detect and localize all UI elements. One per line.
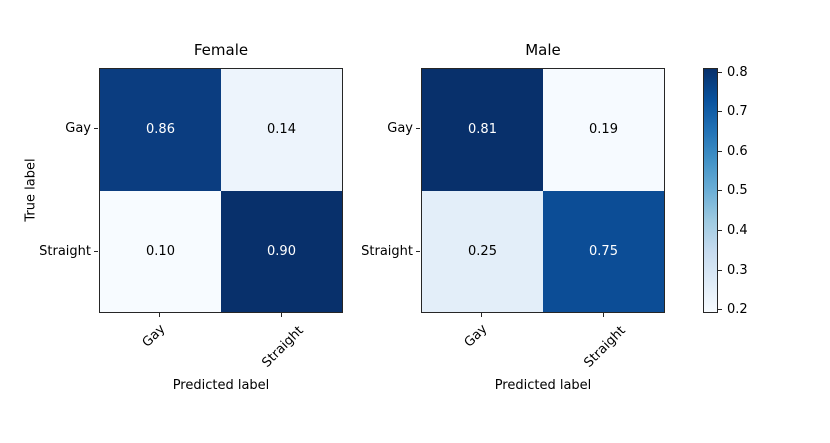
cell-value: 0.75 <box>589 243 618 259</box>
tick-mark <box>603 313 604 317</box>
x-tick-label: Straight <box>581 323 629 371</box>
colorbar-gradient <box>703 68 718 313</box>
panel-male: Male 0.81 0.19 0.25 0.75 Gay Straight Ga… <box>361 0 665 443</box>
cell-value: 0.14 <box>267 122 296 138</box>
chart-title-male: Male <box>525 41 561 59</box>
tick-mark <box>718 72 722 73</box>
colorbar-tick-label: 0.5 <box>727 183 748 198</box>
cell-value: 0.10 <box>146 243 175 259</box>
cell-value: 0.81 <box>468 122 497 138</box>
x-axis-label: Predicted label <box>494 378 592 393</box>
tick-mark <box>416 128 420 129</box>
heatmap-cell: 0.81 <box>422 69 543 191</box>
heatmap-cell: 0.75 <box>543 190 664 312</box>
tick-mark <box>718 270 722 271</box>
tick-mark <box>718 151 722 152</box>
y-tick-label: Gay <box>387 121 413 136</box>
colorbar: 0.8 0.7 0.6 0.5 0.4 0.3 0.2 <box>703 65 763 317</box>
tick-mark <box>718 309 722 310</box>
y-tick-label: Gay <box>65 121 91 136</box>
heatmap-female: 0.86 0.14 0.10 0.90 <box>99 68 343 313</box>
heatmap-cell: 0.14 <box>221 69 342 191</box>
y-tick-label: Straight <box>361 244 413 259</box>
heatmap-cell: 0.86 <box>100 69 221 191</box>
heatmap-male: 0.81 0.19 0.25 0.75 <box>421 68 665 313</box>
x-axis-label: Predicted label <box>172 378 270 393</box>
tick-mark <box>159 313 160 317</box>
tick-mark <box>416 251 420 252</box>
x-tick-label: Gay <box>461 321 491 351</box>
colorbar-tick-label: 0.8 <box>727 65 748 80</box>
tick-mark <box>718 230 722 231</box>
tick-mark <box>94 128 98 129</box>
chart-title-female: Female <box>193 41 249 59</box>
heatmap-cell: 0.10 <box>100 190 221 312</box>
cell-value: 0.19 <box>589 122 618 138</box>
cell-value: 0.25 <box>468 243 497 259</box>
y-axis-label: True label <box>23 158 39 222</box>
tick-mark <box>94 251 98 252</box>
colorbar-tick-label: 0.3 <box>727 263 748 278</box>
tick-mark <box>481 313 482 317</box>
colorbar-tick-label: 0.2 <box>727 302 748 317</box>
cell-value: 0.86 <box>146 122 175 138</box>
colorbar-tick-label: 0.7 <box>727 104 748 119</box>
y-tick-label: Straight <box>39 244 91 259</box>
tick-mark <box>718 111 722 112</box>
cell-value: 0.90 <box>267 243 296 259</box>
colorbar-tick-label: 0.6 <box>727 144 748 159</box>
colorbar-tick-label: 0.4 <box>727 223 748 238</box>
heatmap-cell: 0.19 <box>543 69 664 191</box>
tick-mark <box>718 190 722 191</box>
tick-mark <box>281 313 282 317</box>
heatmap-cell: 0.25 <box>422 190 543 312</box>
x-tick-label: Straight <box>259 323 307 371</box>
x-tick-label: Gay <box>139 321 169 351</box>
heatmap-cell: 0.90 <box>221 190 342 312</box>
panel-female: Female 0.86 0.14 0.10 0.90 Gay Straight … <box>39 0 343 443</box>
